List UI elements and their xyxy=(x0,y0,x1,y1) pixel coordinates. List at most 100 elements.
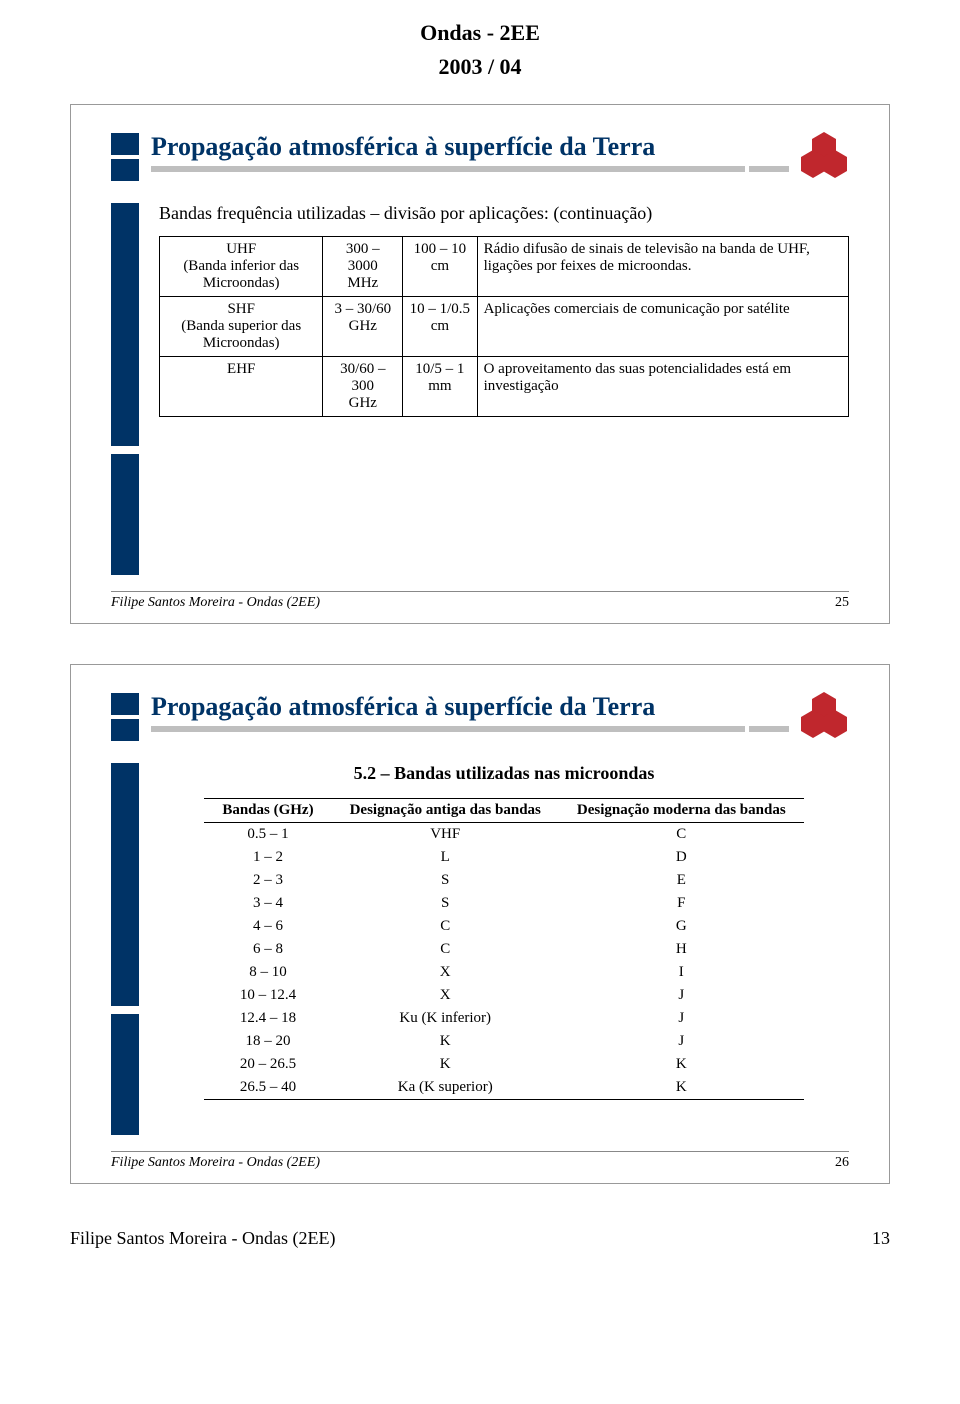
cell-old-name: L xyxy=(332,846,559,869)
cell-band-range: 8 – 10 xyxy=(204,961,331,984)
table-row: 10 – 12.4XJ xyxy=(204,984,803,1007)
cell-new-name: K xyxy=(559,1053,804,1076)
cell-band-range: 0.5 – 1 xyxy=(204,823,331,847)
hex-logo-icon xyxy=(799,693,849,743)
cell-new-name: E xyxy=(559,869,804,892)
slide-body: 5.2 – Bandas utilizadas nas microondas B… xyxy=(111,763,849,1135)
cell-old-name: C xyxy=(332,938,559,961)
slide-subtitle: 5.2 – Bandas utilizadas nas microondas xyxy=(159,763,849,784)
cell-old-name: S xyxy=(332,892,559,915)
slide-footer-page: 26 xyxy=(835,1155,849,1171)
table-row: 18 – 20KJ xyxy=(204,1030,803,1053)
cell-band-range: 26.5 – 40 xyxy=(204,1076,331,1100)
slide-content: 5.2 – Bandas utilizadas nas microondas B… xyxy=(147,763,849,1135)
slide-titlebar: Propagação atmosférica à superfície da T… xyxy=(111,133,849,183)
cell-new-name: J xyxy=(559,1030,804,1053)
table-row: 8 – 10XI xyxy=(204,961,803,984)
cell-band-range: 2 – 3 xyxy=(204,869,331,892)
cell-new-name: C xyxy=(559,823,804,847)
slide-2: Propagação atmosférica à superfície da T… xyxy=(70,664,890,1184)
accent-stripe xyxy=(111,203,139,446)
doc-footer-left: Filipe Santos Moreira - Ondas (2EE) xyxy=(70,1228,335,1249)
slide-subtitle: Bandas frequência utilizadas – divisão p… xyxy=(159,203,849,224)
accent-stripe xyxy=(111,1014,139,1135)
table-row: 0.5 – 1VHFC xyxy=(204,823,803,847)
table-row: 3 – 4SF xyxy=(204,892,803,915)
accent-blocks xyxy=(111,693,139,743)
grey-bar xyxy=(749,166,789,172)
cell-new-name: F xyxy=(559,892,804,915)
slide-content: Bandas frequência utilizadas – divisão p… xyxy=(147,203,849,575)
bands-table: Bandas (GHz) Designação antiga das banda… xyxy=(204,798,803,1100)
hex-logo-icon xyxy=(799,133,849,183)
cell-freq: 300 – 3000MHz xyxy=(323,237,403,297)
doc-header-line1: Ondas - 2EE xyxy=(70,20,890,46)
cell-new-name: G xyxy=(559,915,804,938)
accent-blocks xyxy=(111,133,139,183)
cell-old-name: K xyxy=(332,1030,559,1053)
slide-footer-author: Filipe Santos Moreira - Ondas (2EE) xyxy=(111,1155,320,1171)
table-row: UHF(Banda inferior das Microondas)300 – … xyxy=(160,237,849,297)
table-row: 6 – 8CH xyxy=(204,938,803,961)
cell-new-name: D xyxy=(559,846,804,869)
slide-title: Propagação atmosférica à superfície da T… xyxy=(151,693,789,722)
cell-band-range: 1 – 2 xyxy=(204,846,331,869)
doc-header-line2: 2003 / 04 xyxy=(70,54,890,80)
cell-new-name: J xyxy=(559,984,804,1007)
accent-block xyxy=(111,693,139,715)
cell-old-name: S xyxy=(332,869,559,892)
left-accent-stripes xyxy=(111,763,139,1135)
slide-footer: Filipe Santos Moreira - Ondas (2EE) 25 xyxy=(111,591,849,611)
cell-freq: 30/60 – 300GHz xyxy=(323,357,403,417)
cell-old-name: X xyxy=(332,961,559,984)
cell-new-name: H xyxy=(559,938,804,961)
left-accent-stripes xyxy=(111,203,139,575)
grey-bar xyxy=(151,726,745,732)
cell-desc: Rádio difusão de sinais de televisão na … xyxy=(477,237,848,297)
table-row: 2 – 3SE xyxy=(204,869,803,892)
cell-band-range: 12.4 – 18 xyxy=(204,1007,331,1030)
cell-band-range: 4 – 6 xyxy=(204,915,331,938)
slide-footer: Filipe Santos Moreira - Ondas (2EE) 26 xyxy=(111,1151,849,1171)
accent-stripe xyxy=(111,763,139,1006)
slide-footer-page: 25 xyxy=(835,595,849,611)
title-underline xyxy=(151,166,789,172)
table-row: 26.5 – 40Ka (K superior)K xyxy=(204,1076,803,1100)
slide-1: Propagação atmosférica à superfície da T… xyxy=(70,104,890,624)
col-header-old: Designação antiga das bandas xyxy=(332,799,559,823)
cell-old-name: C xyxy=(332,915,559,938)
grey-bar xyxy=(151,166,745,172)
doc-footer-page: 13 xyxy=(872,1228,890,1249)
col-header-new: Designação moderna das bandas xyxy=(559,799,804,823)
cell-band: SHF(Banda superior das Microondas) xyxy=(160,297,323,357)
cell-desc: O aproveitamento das suas potencialidade… xyxy=(477,357,848,417)
cell-old-name: Ku (K inferior) xyxy=(332,1007,559,1030)
cell-band-range: 18 – 20 xyxy=(204,1030,331,1053)
cell-band-range: 20 – 26.5 xyxy=(204,1053,331,1076)
cell-band-range: 3 – 4 xyxy=(204,892,331,915)
cell-wave: 10/5 – 1 mm xyxy=(403,357,477,417)
cell-old-name: Ka (K superior) xyxy=(332,1076,559,1100)
title-underline xyxy=(151,726,789,732)
accent-block xyxy=(111,719,139,741)
accent-block xyxy=(111,159,139,181)
title-wrap: Propagação atmosférica à superfície da T… xyxy=(151,693,789,732)
cell-band: UHF(Banda inferior das Microondas) xyxy=(160,237,323,297)
cell-freq: 3 – 30/60 GHz xyxy=(323,297,403,357)
cell-new-name: J xyxy=(559,1007,804,1030)
cell-wave: 10 – 1/0.5 cm xyxy=(403,297,477,357)
table-row: 4 – 6CG xyxy=(204,915,803,938)
cell-old-name: X xyxy=(332,984,559,1007)
cell-new-name: K xyxy=(559,1076,804,1100)
title-wrap: Propagação atmosférica à superfície da T… xyxy=(151,133,789,172)
cell-old-name: K xyxy=(332,1053,559,1076)
frequency-table: UHF(Banda inferior das Microondas)300 – … xyxy=(159,236,849,417)
table-row: EHF30/60 – 300GHz10/5 – 1 mmO aproveitam… xyxy=(160,357,849,417)
cell-old-name: VHF xyxy=(332,823,559,847)
table-row: SHF(Banda superior das Microondas)3 – 30… xyxy=(160,297,849,357)
slide-footer-author: Filipe Santos Moreira - Ondas (2EE) xyxy=(111,595,320,611)
grey-bar xyxy=(749,726,789,732)
slide-title: Propagação atmosférica à superfície da T… xyxy=(151,133,789,162)
page: Ondas - 2EE 2003 / 04 Propagação atmosfé… xyxy=(0,0,960,1265)
cell-band-range: 6 – 8 xyxy=(204,938,331,961)
